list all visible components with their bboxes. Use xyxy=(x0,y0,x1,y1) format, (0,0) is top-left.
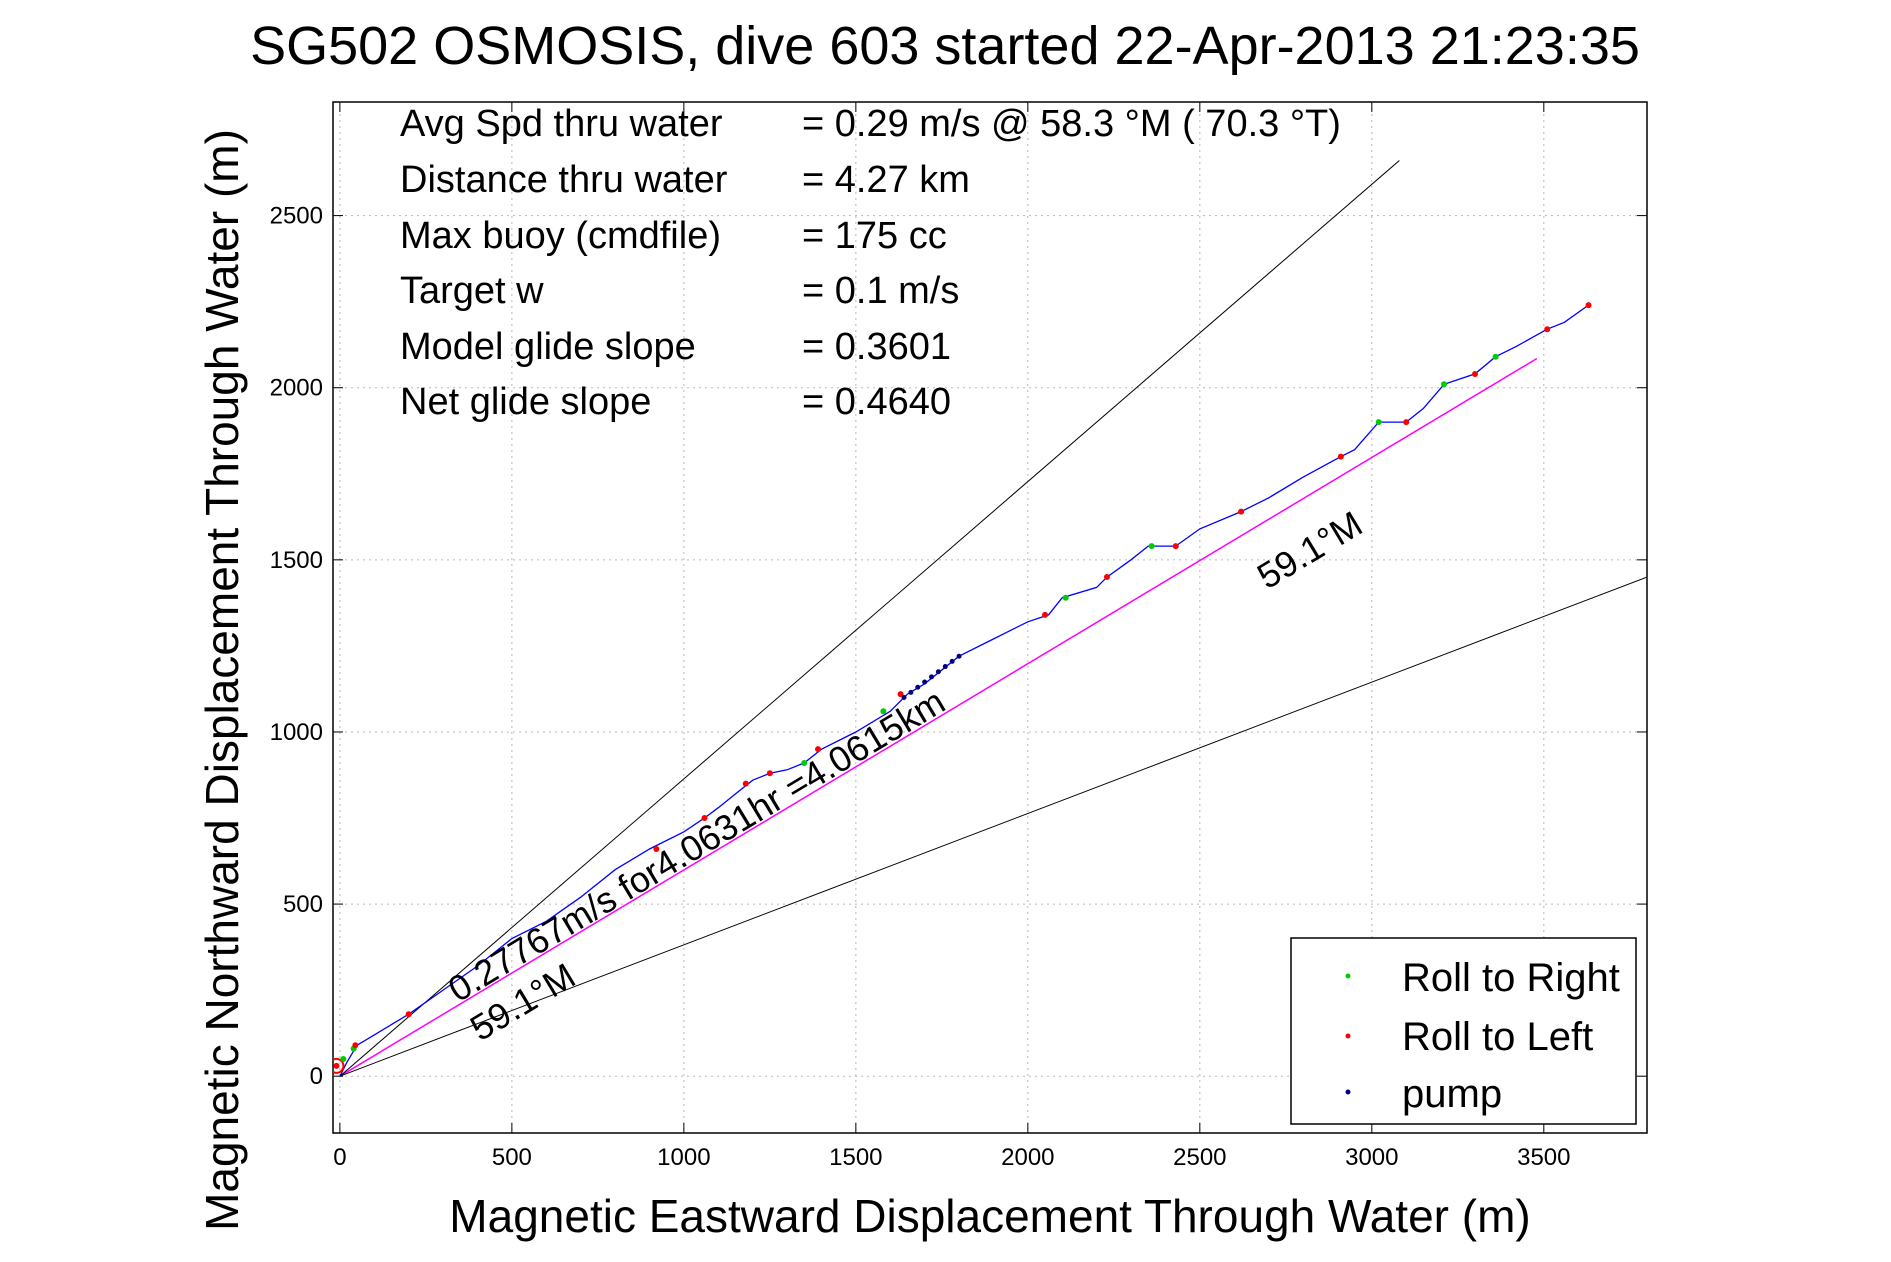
roll-left-point xyxy=(1585,302,1592,309)
roll-left-point xyxy=(1172,543,1179,550)
stat-label-net-glide: Net glide slope xyxy=(400,381,651,423)
roll-left-point xyxy=(815,746,822,753)
pump-point xyxy=(908,689,914,695)
reference-lines xyxy=(339,160,1647,1077)
roll-left-point xyxy=(352,1042,359,1049)
stats-panel: Avg Spd thru water = 0.29 m/s @ 58.3 °M … xyxy=(400,103,1341,423)
axis-ticks: 0 500 1000 1500 2000 2500 3000 3500 0 500 1000 1500… xyxy=(270,102,1647,1171)
roll-left-point xyxy=(1472,370,1479,377)
roll-right-point xyxy=(1441,381,1448,388)
legend: Roll to Right Roll to Left pump xyxy=(1290,937,1637,1125)
pump-point xyxy=(901,695,907,701)
legend-marker-roll-right xyxy=(1345,973,1351,979)
roll-right-point xyxy=(1148,543,1155,550)
roll-left-point xyxy=(1042,611,1049,618)
roll-left-point xyxy=(897,691,904,698)
y-tick-label-1000: 1000 xyxy=(270,719,323,746)
pump-point xyxy=(922,679,928,685)
roll-left-point xyxy=(766,770,773,777)
reference-line-heading xyxy=(339,357,1538,1077)
chart-title: SG502 OSMOSIS, dive 603 started 22-Apr-2… xyxy=(250,16,1640,76)
y-tick-label-2500: 2500 xyxy=(270,203,323,230)
roll-left-point xyxy=(405,1011,412,1018)
roll-left-point xyxy=(701,815,708,822)
stat-label-avg-speed: Avg Spd thru water xyxy=(400,103,723,145)
roll-left-point xyxy=(333,1062,340,1069)
y-tick-label-1500: 1500 xyxy=(270,547,323,574)
stat-value-model-glide: = 0.3601 xyxy=(802,326,951,368)
start-loop xyxy=(333,1057,345,1074)
y-axis-label: Magnetic Northward Displacement Through … xyxy=(196,129,248,1231)
roll-right-point xyxy=(1492,353,1499,360)
legend-marker-pump xyxy=(1345,1089,1351,1095)
stat-value-distance: = 4.27 km xyxy=(802,159,970,201)
legend-marker-roll-left xyxy=(1345,1033,1351,1039)
reference-line-lower-envelope xyxy=(339,576,1647,1077)
stat-label-max-buoy: Max buoy (cmdfile) xyxy=(400,215,721,257)
y-tick-label-0: 0 xyxy=(310,1063,323,1090)
data-markers xyxy=(333,302,1592,1069)
x-tick-label-2000: 2000 xyxy=(1001,1144,1054,1171)
roll-left-point xyxy=(1403,419,1410,426)
x-tick-label-2500: 2500 xyxy=(1173,1144,1226,1171)
pump-point xyxy=(915,684,921,690)
roll-right-point xyxy=(1375,419,1382,426)
roll-left-point xyxy=(1337,453,1344,460)
x-axis-label: Magnetic Eastward Displacement Through W… xyxy=(449,1190,1530,1242)
roll-left-point xyxy=(1238,508,1245,515)
pump-point xyxy=(935,669,941,675)
y-tick-label-500: 500 xyxy=(283,891,323,918)
stat-value-target-w: = 0.1 m/s xyxy=(802,270,959,312)
pump-point xyxy=(929,674,935,680)
legend-label-roll-right: Roll to Right xyxy=(1402,956,1620,1000)
stat-label-target-w: Target w xyxy=(400,270,544,312)
roll-right-point xyxy=(880,708,887,715)
x-tick-label-3000: 3000 xyxy=(1345,1144,1398,1171)
roll-left-point xyxy=(1544,326,1551,333)
x-tick-label-0: 0 xyxy=(333,1144,346,1171)
stat-value-avg-speed: = 0.29 m/s @ 58.3 °M ( 70.3 °T) xyxy=(802,103,1341,145)
roll-right-point xyxy=(1062,594,1069,601)
y-tick-label-2000: 2000 xyxy=(270,375,323,402)
x-tick-label-1000: 1000 xyxy=(657,1144,710,1171)
stat-value-net-glide: = 0.4640 xyxy=(802,381,951,423)
pump-point xyxy=(942,664,948,670)
x-tick-label-500: 500 xyxy=(492,1144,532,1171)
x-tick-label-3500: 3500 xyxy=(1517,1144,1570,1171)
legend-label-pump: pump xyxy=(1402,1072,1502,1116)
legend-label-roll-left: Roll to Left xyxy=(1402,1015,1593,1059)
roll-right-point xyxy=(340,1055,347,1062)
pump-point xyxy=(949,658,955,664)
roll-left-point xyxy=(653,846,660,853)
reference-line-upper-envelope xyxy=(339,160,1400,1077)
roll-left-point xyxy=(742,780,749,787)
roll-right-point xyxy=(801,759,808,766)
roll-left-point xyxy=(1103,574,1110,581)
x-tick-label-1500: 1500 xyxy=(829,1144,882,1171)
stat-label-model-glide: Model glide slope xyxy=(400,326,696,368)
stat-value-max-buoy: = 175 cc xyxy=(802,215,947,257)
pump-point xyxy=(956,653,962,659)
stat-label-distance: Distance thru water xyxy=(400,159,728,201)
